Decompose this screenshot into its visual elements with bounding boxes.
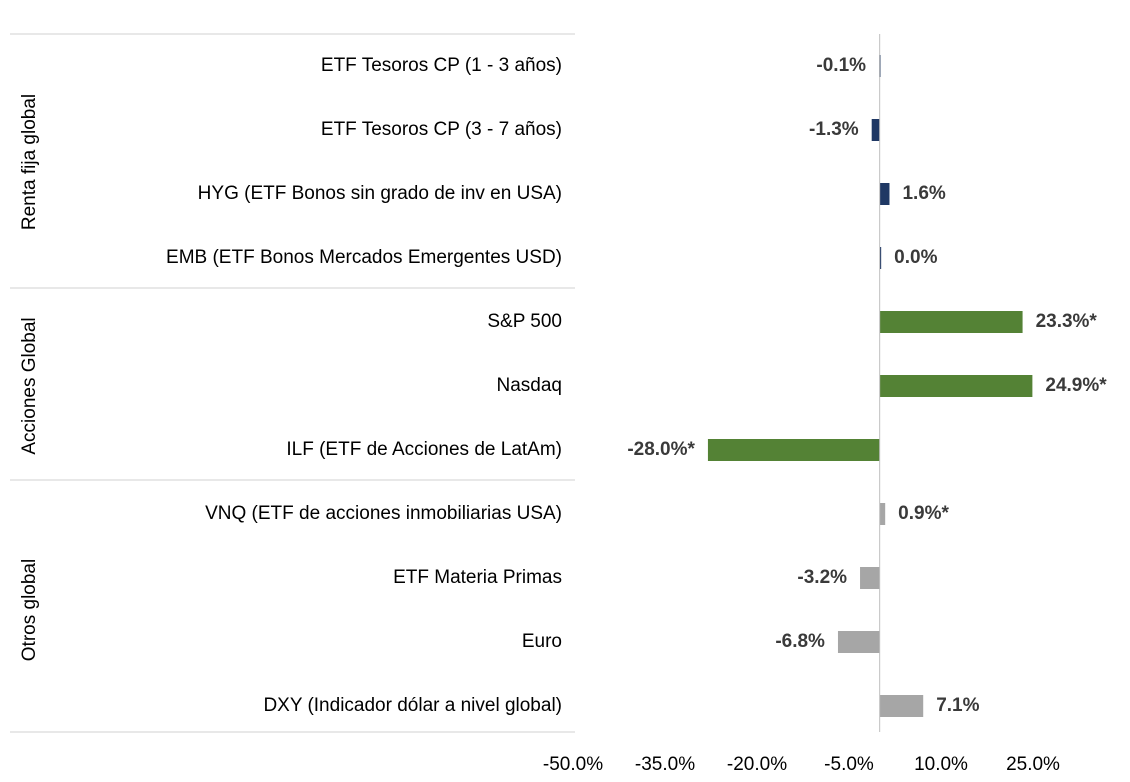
value-label: 7.1%	[936, 695, 979, 716]
x-tick-label: -35.0%	[635, 754, 695, 775]
bar	[879, 695, 924, 717]
category-label: DXY (Indicador dólar a nivel global)	[263, 695, 562, 716]
bar	[871, 119, 880, 141]
value-label: 0.9%*	[898, 503, 949, 524]
bar	[879, 311, 1023, 333]
value-label: -0.1%	[816, 55, 866, 76]
value-label: 1.6%	[902, 183, 945, 204]
group-label: Acciones Global	[19, 317, 40, 454]
value-label: 0.0%	[894, 247, 937, 268]
category-label: S&P 500	[487, 311, 562, 332]
category-label: ETF Tesoros CP (1 - 3 años)	[321, 55, 562, 76]
x-tick-label: 25.0%	[1006, 754, 1060, 775]
group-label: Renta fija global	[19, 94, 40, 230]
bar	[860, 567, 880, 589]
x-tick-label: -5.0%	[824, 754, 874, 775]
group-label: Otros global	[19, 559, 40, 661]
x-tick-label: -50.0%	[543, 754, 603, 775]
value-label: 24.9%*	[1045, 375, 1107, 396]
bar	[879, 183, 890, 205]
category-label: ETF Materia Primas	[393, 567, 562, 588]
value-label: -6.8%	[775, 631, 825, 652]
bar	[837, 631, 880, 653]
category-label: ILF (ETF de Acciones de LatAm)	[286, 439, 562, 460]
bar	[707, 439, 880, 461]
category-label: EMB (ETF Bonos Mercados Emergentes USD)	[166, 247, 562, 268]
x-tick-label: -20.0%	[727, 754, 787, 775]
category-label: Euro	[522, 631, 562, 652]
value-label: -1.3%	[809, 119, 859, 140]
value-label: -28.0%*	[627, 439, 695, 460]
category-label: VNQ (ETF de acciones inmobiliarias USA)	[205, 503, 562, 524]
category-label: HYG (ETF Bonos sin grado de inv en USA)	[198, 183, 562, 204]
x-tick-label: 10.0%	[914, 754, 968, 775]
category-label: Nasdaq	[497, 375, 563, 396]
bar	[879, 503, 886, 525]
bar	[879, 375, 1033, 397]
category-label: ETF Tesoros CP (3 - 7 años)	[321, 119, 562, 140]
value-label: -3.2%	[797, 567, 847, 588]
bar	[879, 247, 882, 269]
value-label: 23.3%*	[1036, 311, 1098, 332]
